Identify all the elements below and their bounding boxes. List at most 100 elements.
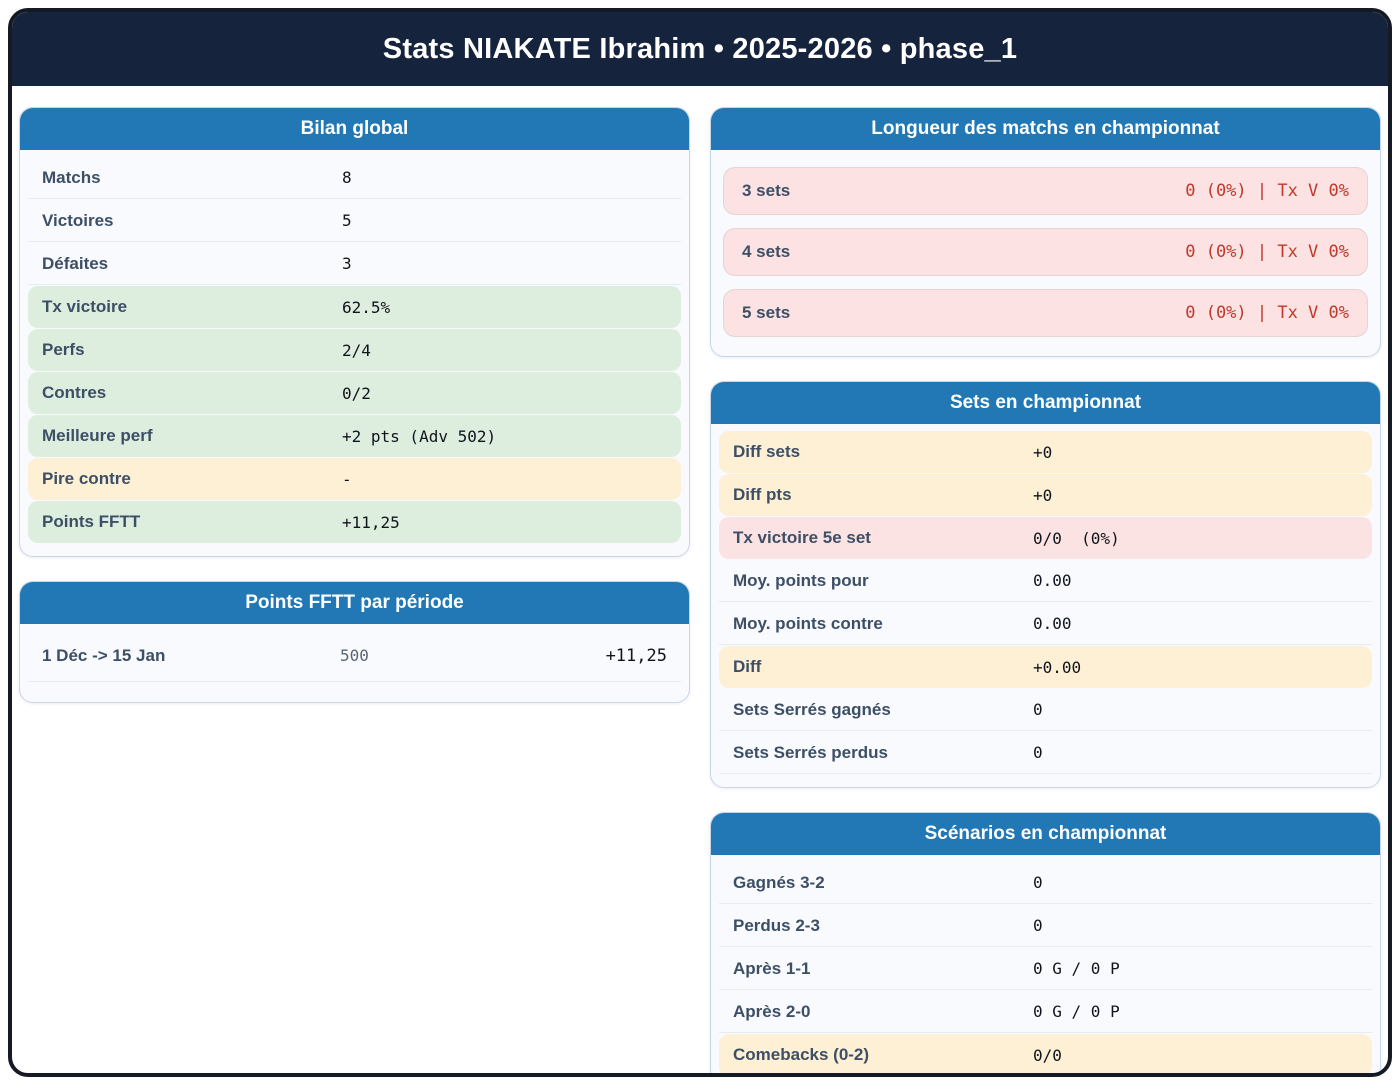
card-longueur-matchs: Longueur des matchs en championnat 3 set… xyxy=(710,107,1381,357)
row-value: 0 (0%) | Tx V 0% xyxy=(1185,181,1349,201)
row-value: 3 xyxy=(342,254,352,273)
row-value: 0 (0%) | Tx V 0% xyxy=(1185,303,1349,323)
stat-row: Perdus 2-3 0 xyxy=(719,905,1372,947)
row-label: Diff pts xyxy=(733,485,792,504)
card-sets-championnat-body: Diff sets +0 Diff pts +0 Tx victoire 5e set 0… xyxy=(711,424,1380,787)
row-label: Défaites xyxy=(42,253,109,273)
row-value: 8 xyxy=(342,168,352,187)
stat-row: Après 1-1 0 G / 0 P xyxy=(719,948,1372,990)
pill-row: 4 sets 0 (0%) | Tx V 0% xyxy=(723,228,1368,276)
content-area: Bilan global Matchs 8 Victoires 5 Défaites 3 T… xyxy=(12,86,1388,1073)
row-value: 0/2 xyxy=(342,383,371,403)
row-value: 2/4 xyxy=(342,340,371,360)
row-value: +11,25 xyxy=(605,645,667,666)
row-value: +2 pts (Adv 502) xyxy=(342,426,497,446)
stat-row: Sets Serrés perdus 0 xyxy=(719,732,1372,774)
row-label: Perdus 2-3 xyxy=(733,915,820,935)
card-points-periode-title: Points FFTT par période xyxy=(20,582,689,624)
row-value: 0/0 (0%) xyxy=(1033,528,1120,548)
row-label: 5 sets xyxy=(742,303,791,322)
stat-row: Diff sets +0 xyxy=(719,431,1372,473)
stat-row: Pire contre - xyxy=(28,458,681,500)
stat-row: Meilleure perf +2 pts (Adv 502) xyxy=(28,415,681,457)
stat-row: Perfs 2/4 xyxy=(28,329,681,371)
row-label: Perfs xyxy=(42,340,85,359)
row-value: 0 xyxy=(1033,916,1043,935)
row-label: Diff xyxy=(733,657,762,676)
stat-row: Après 2-0 0 G / 0 P xyxy=(719,991,1372,1033)
row-label: Points FFTT xyxy=(42,512,141,531)
row-value: +0 xyxy=(1033,485,1053,505)
row-label: Moy. points pour xyxy=(733,570,869,590)
card-bilan-global: Bilan global Matchs 8 Victoires 5 Défaites 3 T… xyxy=(19,107,690,557)
card-longueur-matchs-body: 3 sets 0 (0%) | Tx V 0% 4 sets 0 (0%) | Tx … xyxy=(711,150,1380,356)
row-value: +0 xyxy=(1033,442,1053,462)
row-label: Diff sets xyxy=(733,442,801,461)
pill-row: 3 sets 0 (0%) | Tx V 0% xyxy=(723,167,1368,215)
row-value: 0 G / 0 P xyxy=(1033,1002,1120,1021)
pill-row: 5 sets 0 (0%) | Tx V 0% xyxy=(723,289,1368,337)
row-label: Moy. points contre xyxy=(733,613,883,633)
card-points-periode-body: 1 Déc -> 15 Jan 500 +11,25 xyxy=(20,624,689,702)
stat-row: Gagnés 3-2 0 xyxy=(719,862,1372,904)
stat-row: Comebacks (0-2) 0/0 xyxy=(719,1034,1372,1073)
card-sets-championnat-title: Sets en championnat xyxy=(711,382,1380,424)
stat-row: Moy. points contre 0.00 xyxy=(719,603,1372,645)
row-value: 62.5% xyxy=(342,297,391,317)
row-value: 0.00 xyxy=(1033,614,1072,633)
stat-row: Tx victoire 62.5% xyxy=(28,286,681,328)
page-title: Stats NIAKATE Ibrahim • 2025-2026 • phas… xyxy=(382,32,1018,65)
card-scenarios-championnat-title: Scénarios en championnat xyxy=(711,813,1380,855)
stat-row: Défaites 3 xyxy=(28,243,681,285)
card-scenarios-championnat-body: Gagnés 3-2 0 Perdus 2-3 0 Après 1-1 0 G / 0 P… xyxy=(711,855,1380,1073)
row-label: Sets Serrés gagnés xyxy=(733,699,891,719)
stat-row: Moy. points pour 0.00 xyxy=(719,560,1372,602)
card-longueur-matchs-title: Longueur des matchs en championnat xyxy=(711,108,1380,150)
row-label: Tx victoire xyxy=(42,297,128,316)
period-row: 1 Déc -> 15 Jan 500 +11,25 xyxy=(28,630,681,682)
row-label: Victoires xyxy=(42,210,114,230)
row-value: 0 xyxy=(1033,743,1043,762)
card-bilan-global-title: Bilan global xyxy=(20,108,689,150)
right-column: Longueur des matchs en championnat 3 set… xyxy=(710,107,1381,1073)
row-value: 0 xyxy=(1033,873,1043,892)
stat-row: Tx victoire 5e set 0/0 (0%) xyxy=(719,517,1372,559)
stats-page: Stats NIAKATE Ibrahim • 2025-2026 • phas… xyxy=(8,8,1392,1077)
stat-row: Diff +0.00 xyxy=(719,646,1372,688)
row-label: Après 2-0 xyxy=(733,1001,811,1021)
card-bilan-global-body: Matchs 8 Victoires 5 Défaites 3 Tx victoire 62.… xyxy=(20,150,689,556)
card-sets-championnat: Sets en championnat Diff sets +0 Diff pts +… xyxy=(710,381,1381,788)
row-label: Pire contre xyxy=(42,469,131,488)
row-label: Matchs xyxy=(42,167,101,187)
row-label: Sets Serrés perdus xyxy=(733,742,888,762)
row-label: 4 sets xyxy=(742,242,791,261)
row-label: Tx victoire 5e set xyxy=(733,528,871,547)
row-value: - xyxy=(342,469,352,489)
row-value: 5 xyxy=(342,211,352,230)
stat-row: Contres 0/2 xyxy=(28,372,681,414)
stat-row: Sets Serrés gagnés 0 xyxy=(719,689,1372,731)
stat-row: Points FFTT +11,25 xyxy=(28,501,681,543)
row-value: 0/0 xyxy=(1033,1045,1062,1065)
row-label: Contres xyxy=(42,383,107,402)
row-value: 0 xyxy=(1033,700,1043,719)
row-value: 0 G / 0 P xyxy=(1033,959,1120,978)
stat-row: Matchs 8 xyxy=(28,157,681,199)
row-label: Comebacks (0-2) xyxy=(733,1045,870,1064)
card-points-periode: Points FFTT par période 1 Déc -> 15 Jan 5… xyxy=(19,581,690,703)
row-start-points: 500 xyxy=(340,646,369,665)
stat-row: Victoires 5 xyxy=(28,200,681,242)
row-value: 0 (0%) | Tx V 0% xyxy=(1185,242,1349,262)
stat-row: Diff pts +0 xyxy=(719,474,1372,516)
page-header: Stats NIAKATE Ibrahim • 2025-2026 • phas… xyxy=(12,12,1388,86)
row-label: Gagnés 3-2 xyxy=(733,872,825,892)
row-label: 1 Déc -> 15 Jan xyxy=(42,645,166,665)
row-value: +0.00 xyxy=(1033,657,1082,677)
card-scenarios-championnat: Scénarios en championnat Gagnés 3-2 0 Perd… xyxy=(710,812,1381,1073)
row-value: +11,25 xyxy=(342,512,400,532)
row-label: Après 1-1 xyxy=(733,958,811,978)
left-column: Bilan global Matchs 8 Victoires 5 Défaites 3 T… xyxy=(19,107,690,1073)
row-value: 0.00 xyxy=(1033,571,1072,590)
row-label: 3 sets xyxy=(742,181,791,200)
row-label: Meilleure perf xyxy=(42,426,153,445)
